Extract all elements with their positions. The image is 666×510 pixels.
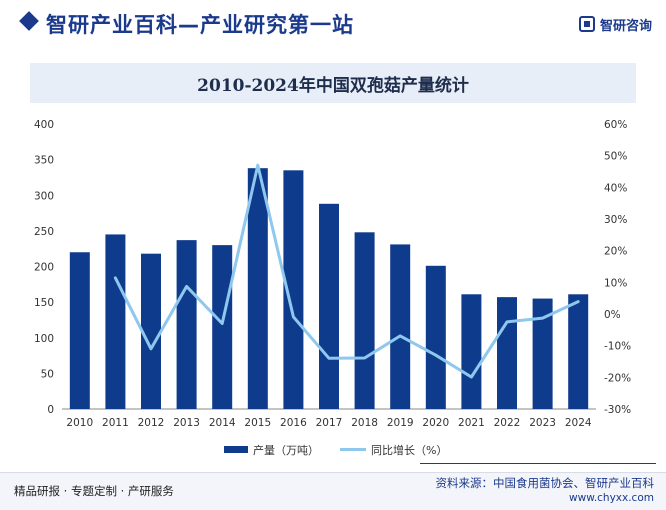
y-left-tick-label: 400 bbox=[34, 119, 54, 131]
bar bbox=[105, 234, 126, 409]
footer-url: www.chyxx.com bbox=[569, 492, 654, 504]
x-tick-label: 2011 bbox=[102, 417, 129, 429]
chart-title-bar: 2010-2024年中国双孢菇产量统计 bbox=[30, 63, 636, 103]
y-right-tick-label: -30% bbox=[604, 404, 631, 416]
bar bbox=[283, 170, 304, 409]
y-right-tick-label: 10% bbox=[604, 277, 627, 289]
x-tick-label: 2019 bbox=[387, 417, 414, 429]
bar bbox=[212, 245, 233, 409]
logo-mark-icon bbox=[578, 16, 595, 32]
bar bbox=[568, 294, 589, 409]
y-left-tick-label: 300 bbox=[34, 190, 54, 202]
legend-bar-label: 产量（万吨） bbox=[253, 443, 319, 457]
footer-source: 资料来源：中国食用菌协会、智研产业百科 bbox=[435, 476, 655, 490]
logo-text: 智研咨询 bbox=[599, 18, 652, 34]
x-tick-label: 2016 bbox=[280, 417, 307, 429]
y-left-tick-label: 200 bbox=[34, 262, 54, 274]
bar bbox=[141, 253, 161, 409]
x-tick-label: 2021 bbox=[458, 417, 485, 429]
legend-bar-swatch bbox=[224, 446, 248, 453]
x-tick-label: 2020 bbox=[422, 417, 449, 429]
source-underline bbox=[420, 463, 656, 464]
header: 智研产业百科—产业研究第一站 智研咨询 bbox=[0, 0, 666, 44]
footer: 精品研报 · 专题定制 · 产研服务 资料来源：中国食用菌协会、智研产业百科 w… bbox=[0, 472, 666, 510]
y-right-tick-label: 0% bbox=[604, 309, 621, 321]
x-tick-label: 2015 bbox=[244, 417, 271, 429]
bar bbox=[497, 297, 517, 409]
bar bbox=[69, 252, 90, 409]
bar bbox=[319, 203, 339, 409]
y-right-tick-label: 50% bbox=[604, 151, 627, 163]
x-tick-label: 2012 bbox=[138, 417, 165, 429]
y-left-tick-label: 150 bbox=[34, 297, 54, 309]
brand-title: 智研产业百科—产业研究第一站 bbox=[46, 13, 354, 37]
bar bbox=[247, 168, 268, 409]
x-tick-label: 2024 bbox=[565, 417, 592, 429]
bar bbox=[390, 244, 411, 409]
legend-line-label: 同比增长（%） bbox=[371, 443, 447, 457]
header-logo: 智研咨询 bbox=[578, 14, 652, 34]
y-right-tick-label: 40% bbox=[604, 182, 627, 194]
y-left-tick-label: 50 bbox=[41, 368, 54, 380]
x-tick-label: 2022 bbox=[494, 417, 521, 429]
y-left-tick-label: 100 bbox=[34, 333, 54, 345]
x-tick-label: 2023 bbox=[529, 417, 556, 429]
bar bbox=[176, 240, 197, 409]
bar bbox=[425, 265, 446, 409]
bar bbox=[532, 298, 553, 409]
x-tick-label: 2013 bbox=[173, 417, 200, 429]
chart-title: 2010-2024年中国双孢菇产量统计 bbox=[197, 75, 469, 96]
x-tick-label: 2014 bbox=[209, 417, 236, 429]
y-right-tick-label: 30% bbox=[604, 214, 627, 226]
y-left-tick-label: 0 bbox=[47, 404, 54, 416]
x-tick-label: 2017 bbox=[316, 417, 343, 429]
y-left-tick-label: 350 bbox=[34, 155, 54, 167]
y-right-tick-label: 20% bbox=[604, 246, 627, 258]
footer-slogan: 精品研报 · 专题定制 · 产研服务 bbox=[14, 484, 174, 498]
x-tick-label: 2018 bbox=[351, 417, 378, 429]
growth-line bbox=[113, 163, 580, 379]
bar bbox=[354, 232, 375, 409]
y-left-tick-label: 250 bbox=[34, 226, 54, 238]
y-right-tick-label: -10% bbox=[604, 341, 631, 353]
bar bbox=[461, 294, 482, 409]
y-right-tick-label: 60% bbox=[604, 119, 627, 131]
x-tick-label: 2010 bbox=[66, 417, 93, 429]
y-right-tick-label: -20% bbox=[604, 372, 631, 384]
